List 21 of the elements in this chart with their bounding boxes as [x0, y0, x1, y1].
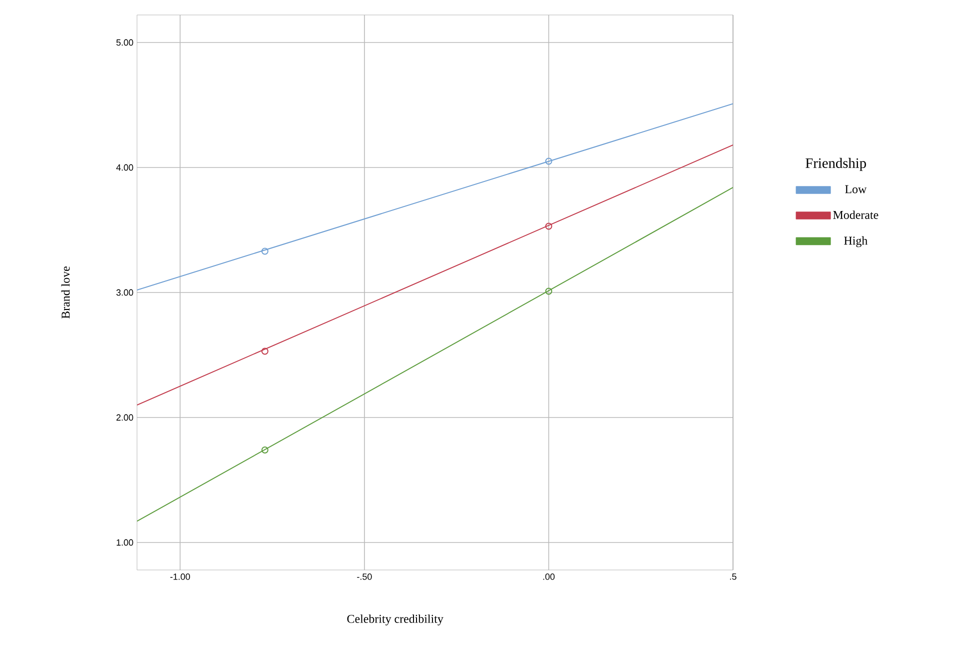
point: [261, 348, 268, 355]
point: [545, 288, 552, 295]
legend-title: Friendship: [806, 158, 866, 171]
y-tick-label: 5.00: [116, 39, 134, 46]
x-tick-label: .5: [730, 574, 736, 580]
point: [261, 248, 268, 255]
point: [545, 158, 552, 165]
x-tick-label: -1.00: [170, 574, 190, 580]
point: [261, 446, 268, 454]
y-tick-label: 2.00: [116, 414, 134, 421]
y-tick-label: 3.00: [116, 289, 134, 296]
y-tick-label: 4.00: [116, 164, 134, 171]
point: [545, 222, 552, 230]
y-axis-title: Brand love: [61, 266, 70, 319]
x-tick-label: .00: [543, 574, 555, 580]
legend-label: Low: [845, 185, 867, 194]
y-tick-label: 1.00: [116, 539, 134, 546]
legend-label: High: [844, 236, 868, 248]
x-tick-label: -.50: [357, 574, 372, 580]
x-axis-title: Celebrity credibility: [347, 614, 444, 626]
legend-label: Moderate: [833, 210, 878, 219]
